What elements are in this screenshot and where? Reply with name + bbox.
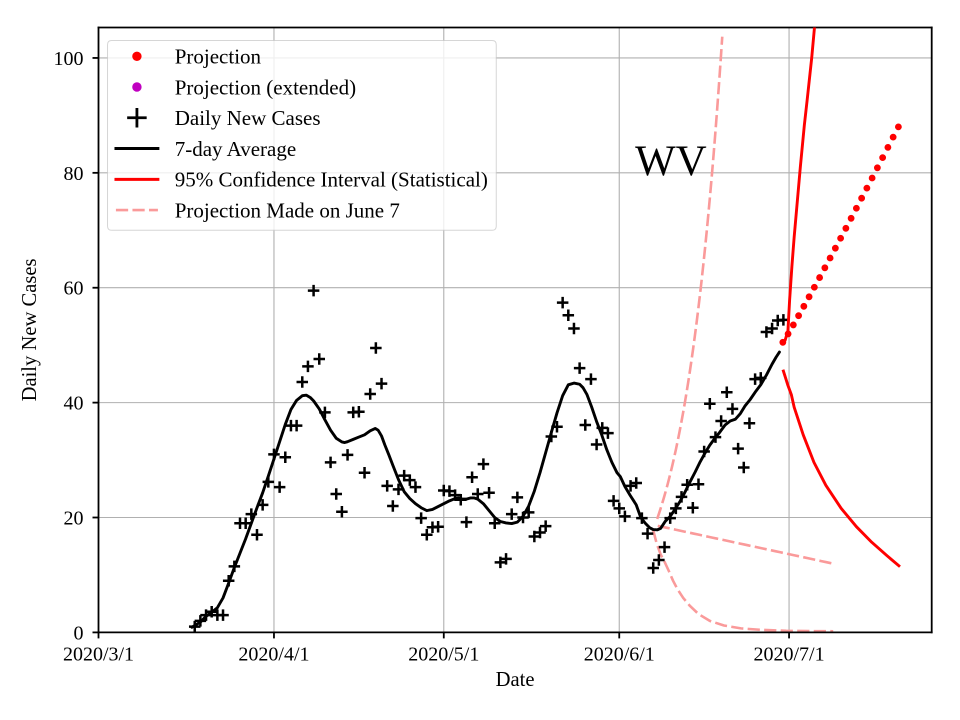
svg-text:95% Confidence Interval (Stati: 95% Confidence Interval (Statistical) [175, 168, 488, 192]
svg-text:80: 80 [64, 163, 84, 185]
svg-text:2020/3/1: 2020/3/1 [63, 643, 134, 665]
svg-text:40: 40 [64, 393, 84, 415]
svg-text:0: 0 [74, 622, 84, 644]
svg-text:60: 60 [64, 278, 84, 300]
svg-text:Daily New Cases: Daily New Cases [175, 106, 321, 130]
svg-text:7-day Average: 7-day Average [175, 137, 296, 161]
svg-text:2020/5/1: 2020/5/1 [408, 643, 479, 665]
svg-text:Projection Made on June 7: Projection Made on June 7 [175, 198, 400, 222]
svg-text:Projection: Projection [175, 45, 262, 69]
svg-text:Date: Date [496, 669, 535, 691]
svg-text:Daily New Cases: Daily New Cases [19, 258, 41, 401]
svg-text:100: 100 [54, 48, 84, 70]
svg-text:Projection (extended): Projection (extended) [175, 75, 356, 99]
svg-text:2020/6/1: 2020/6/1 [584, 643, 655, 665]
svg-text:2020/7/1: 2020/7/1 [753, 643, 824, 665]
svg-text:WV: WV [635, 138, 707, 185]
svg-text:2020/4/1: 2020/4/1 [238, 643, 309, 665]
svg-text:20: 20 [64, 507, 84, 529]
